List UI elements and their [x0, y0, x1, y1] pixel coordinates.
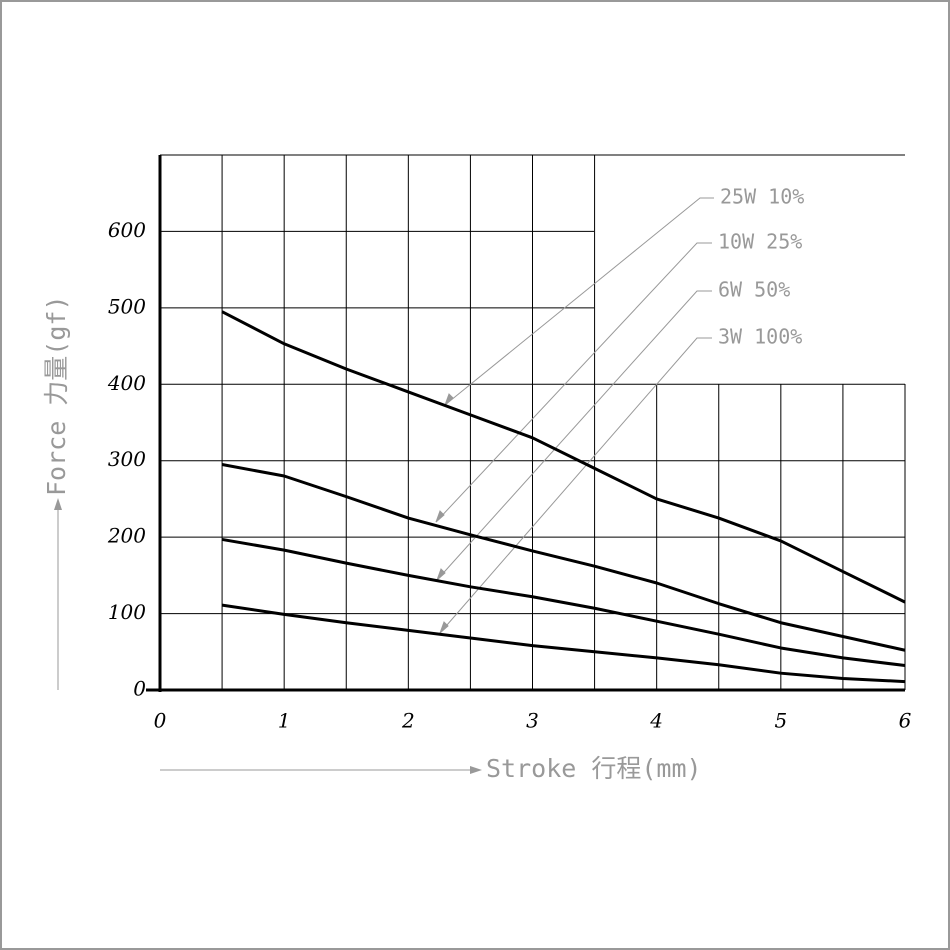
y-tick-label: 400 [107, 371, 146, 395]
y-label-arrowhead [54, 498, 62, 510]
y-tick-label: 500 [108, 294, 146, 318]
leader [439, 337, 712, 634]
series-line [221, 537, 906, 668]
x-tick-label: 6 [899, 709, 912, 733]
x-axis-label: Stroke 行程(mm) [486, 754, 702, 783]
legend-label: 10W 25% [718, 230, 802, 254]
x-tick-label: 3 [526, 709, 539, 733]
arrowheads [435, 393, 454, 634]
series-line [221, 310, 906, 604]
y-tick-label: 0 [133, 677, 146, 701]
legend-label: 3W 100% [718, 325, 802, 349]
legend-label: 25W 10% [720, 185, 804, 209]
x-tick-label: 1 [278, 709, 291, 733]
legend-label: 6W 50% [718, 278, 790, 302]
x-tick-label: 0 [154, 709, 167, 733]
y-tick-label: 600 [108, 218, 146, 242]
leader [435, 242, 712, 523]
y-axis-label: Force 力量(gf) [42, 295, 71, 496]
y-tick-label: 200 [107, 524, 146, 548]
x-tick-label: 4 [649, 709, 663, 733]
leader [444, 197, 714, 406]
leaders [435, 197, 714, 634]
x-label-arrowhead [470, 766, 482, 774]
y-tick-label: 300 [108, 447, 146, 471]
x-tick-label: 2 [401, 709, 415, 733]
x-tick-label: 5 [774, 709, 787, 733]
y-tick-label: 100 [108, 600, 146, 624]
series-line [221, 603, 906, 684]
leader [436, 290, 712, 581]
series-line [221, 463, 906, 652]
